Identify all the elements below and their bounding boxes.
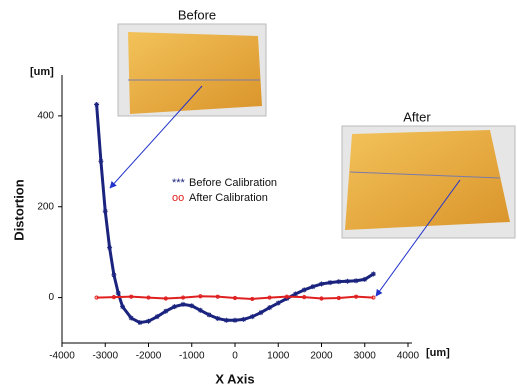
- point: [215, 316, 220, 321]
- point: [354, 278, 359, 283]
- y-label: Distortion: [11, 179, 26, 240]
- y-unit: [um]: [30, 66, 54, 78]
- x-tick-label: 2000: [310, 351, 333, 362]
- x-tick-label: 0: [232, 351, 238, 362]
- inset-title: Before: [178, 7, 216, 22]
- point: [103, 209, 108, 214]
- inset-after: After: [342, 109, 515, 238]
- x-tick-label: -2000: [136, 351, 162, 362]
- point: [155, 314, 160, 319]
- point: [163, 309, 168, 314]
- inset-title: After: [403, 109, 431, 124]
- point: [250, 314, 255, 319]
- point: [362, 277, 367, 282]
- y-tick-label: 0: [48, 292, 54, 303]
- point: [116, 291, 121, 296]
- x-unit: [um]: [426, 347, 450, 359]
- point: [189, 303, 194, 308]
- x-tick-label: -1000: [179, 351, 205, 362]
- legend-symbol: oo: [172, 192, 184, 204]
- y-tick-label: 400: [37, 111, 54, 122]
- point: [181, 302, 186, 307]
- point: [172, 304, 177, 309]
- point: [198, 308, 203, 313]
- point: [302, 287, 307, 292]
- point: [98, 159, 103, 164]
- x-tick-label: 1000: [267, 351, 290, 362]
- x-label: X Axis: [215, 371, 254, 386]
- point: [111, 272, 116, 277]
- point: [94, 102, 99, 107]
- point: [146, 319, 151, 324]
- y-tick-label: 200: [37, 201, 54, 212]
- legend-symbol: ***: [172, 177, 186, 189]
- point: [267, 305, 272, 310]
- legend-label: After Calibration: [189, 192, 268, 204]
- point: [120, 304, 125, 309]
- point: [258, 310, 263, 315]
- point: [328, 280, 333, 285]
- point: [233, 318, 238, 323]
- point: [310, 284, 315, 289]
- point: [207, 312, 212, 317]
- point: [276, 301, 281, 306]
- inset-before: Before: [118, 7, 266, 116]
- point: [319, 281, 324, 286]
- x-tick-label: -3000: [92, 351, 118, 362]
- point: [241, 317, 246, 322]
- point: [129, 316, 134, 321]
- surface: [345, 130, 510, 230]
- legend-label: Before Calibration: [189, 177, 277, 189]
- point: [371, 271, 376, 276]
- x-tick-label: 4000: [397, 351, 420, 362]
- x-tick-label: -4000: [49, 351, 75, 362]
- point: [224, 318, 229, 323]
- point: [336, 279, 341, 284]
- series-line: [97, 105, 374, 323]
- point: [345, 279, 350, 284]
- surface: [128, 32, 262, 114]
- point: [137, 320, 142, 325]
- chart: [um] [um] X Axis Distortion Before After…: [0, 0, 517, 388]
- point: [293, 291, 298, 296]
- x-tick-label: 3000: [354, 351, 377, 362]
- point: [107, 245, 112, 250]
